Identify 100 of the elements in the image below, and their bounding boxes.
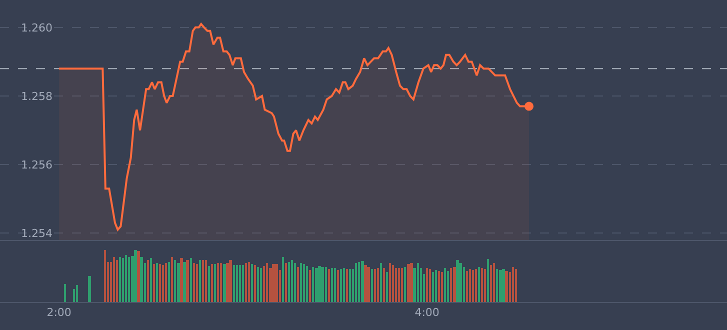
bar: [349, 269, 351, 302]
bar: [346, 269, 348, 302]
bar: [331, 268, 333, 302]
bar: [226, 263, 229, 302]
bar: [159, 264, 161, 302]
bar: [499, 270, 502, 302]
bar: [334, 268, 336, 302]
bar: [374, 269, 376, 302]
bar: [309, 270, 311, 302]
x-tick-label: 4:00: [414, 306, 440, 320]
bar: [444, 268, 446, 302]
bar: [401, 268, 403, 302]
bar: [214, 264, 216, 302]
bar: [171, 257, 173, 302]
bar: [223, 264, 226, 302]
bar: [233, 265, 235, 302]
bar: [358, 262, 360, 302]
bar: [88, 276, 91, 302]
bar: [410, 263, 413, 302]
bar: [236, 265, 238, 302]
bar: [174, 260, 176, 302]
bar: [453, 267, 456, 302]
bar: [76, 285, 78, 302]
bar: [328, 269, 330, 302]
bar: [168, 262, 170, 302]
bar: [190, 258, 192, 302]
bar: [303, 264, 305, 302]
bar: [297, 267, 299, 302]
bar: [472, 270, 474, 302]
y-tick-label: 1.256: [21, 158, 52, 172]
bar: [475, 269, 477, 302]
bar: [220, 263, 222, 302]
bar: [395, 268, 397, 302]
bar: [429, 269, 431, 302]
bar: [496, 269, 498, 302]
bar: [487, 259, 489, 302]
bar: [515, 269, 517, 302]
bar: [199, 260, 201, 302]
bar: [383, 268, 385, 302]
bar: [371, 269, 373, 302]
y-tick-label: 1.258: [21, 90, 52, 103]
x-tick-label: 2:00: [46, 306, 72, 320]
bar: [377, 268, 379, 302]
bar: [183, 262, 186, 302]
bar: [364, 265, 367, 302]
bar: [156, 263, 158, 302]
bar: [288, 262, 290, 302]
bar: [266, 263, 268, 302]
bar: [456, 260, 459, 302]
bar: [325, 267, 327, 302]
bar: [512, 267, 514, 302]
bar: [193, 263, 195, 302]
bar: [466, 271, 468, 302]
bar: [490, 265, 492, 302]
bar: [438, 271, 440, 302]
bar: [229, 260, 232, 302]
bar: [294, 263, 296, 302]
bar: [205, 260, 207, 302]
bar: [150, 258, 152, 302]
bar: [392, 265, 394, 302]
bar: [254, 265, 256, 302]
bar: [275, 264, 278, 302]
bar: [64, 284, 66, 302]
bar: [285, 263, 287, 302]
bar: [165, 263, 167, 302]
bar: [484, 269, 486, 302]
bar: [260, 268, 262, 302]
bar: [502, 269, 505, 302]
bar: [435, 270, 437, 302]
bar: [493, 263, 495, 302]
bar: [291, 260, 293, 302]
bar: [128, 257, 130, 302]
bar: [367, 267, 370, 302]
bar: [481, 268, 483, 302]
bar: [180, 258, 183, 302]
bar: [217, 263, 219, 302]
bar: [361, 261, 364, 302]
bar: [177, 263, 180, 302]
bar: [447, 271, 449, 302]
bar: [404, 267, 406, 302]
bar: [119, 257, 121, 302]
bar: [478, 267, 480, 302]
bar: [113, 257, 115, 302]
bar: [186, 260, 189, 302]
bar: [208, 266, 210, 302]
bar: [245, 263, 247, 302]
bar: [211, 264, 213, 302]
bar: [450, 268, 452, 302]
bar: [162, 265, 164, 302]
bar: [248, 262, 250, 302]
bar: [104, 250, 106, 302]
bar: [300, 263, 302, 302]
bar: [312, 267, 314, 302]
bar: [122, 258, 124, 302]
bar: [196, 264, 198, 302]
bar: [505, 271, 508, 302]
bar: [315, 268, 318, 302]
bar: [441, 272, 443, 302]
bar: [73, 289, 75, 302]
bar: [239, 265, 241, 302]
